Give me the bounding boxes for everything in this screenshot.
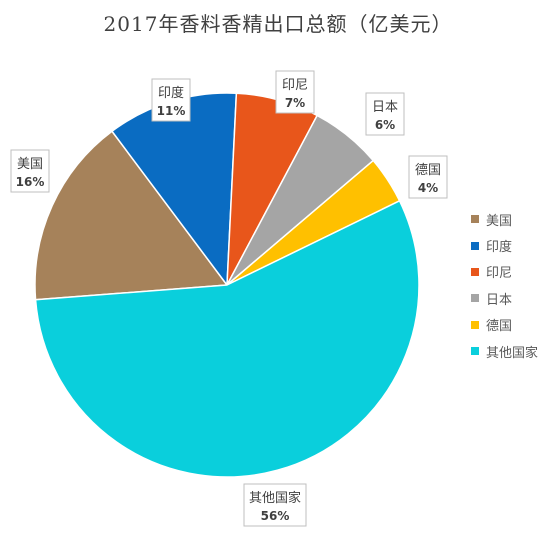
legend-label: 其他国家	[486, 345, 539, 361]
pie-slice-0	[34, 130, 229, 301]
slice-label-value: 56%	[261, 509, 290, 523]
pie-slice-5	[34, 199, 420, 478]
legend: 美国印度印尼日本德国其他国家	[471, 206, 538, 364]
slice-label-3: 日本 6%	[365, 92, 405, 136]
chart-title: 2017年香料香精出口总额（亿美元）	[103, 12, 453, 36]
slice-label-box	[408, 155, 448, 199]
legend-label: 印尼	[486, 266, 513, 282]
slice-label-name: 日本	[372, 100, 398, 115]
legend-item-2: 印尼	[471, 259, 538, 285]
legend-item-3: 日本	[471, 285, 538, 311]
legend-swatch	[471, 294, 479, 303]
legend-swatch	[471, 320, 479, 329]
slice-label-value: 11%	[157, 104, 186, 118]
legend-label: 美国	[486, 213, 513, 229]
legend-swatch	[471, 267, 479, 276]
slice-label-box	[243, 483, 307, 527]
slice-label-name: 美国	[17, 157, 43, 172]
legend-item-1: 印度	[471, 232, 538, 258]
slice-label-box	[10, 149, 50, 193]
slice-label-box	[275, 70, 315, 114]
legend-swatch	[471, 241, 479, 250]
slice-label-value: 16%	[16, 175, 45, 189]
pie-labels: 美国 16% 印度 11% 印尼 7% 日本 6% 德国 4% 其他国家 56%	[10, 70, 448, 527]
slice-label-2: 印尼 7%	[275, 70, 315, 114]
slice-label-name: 德国	[415, 163, 441, 178]
slice-label-value: 6%	[375, 118, 395, 132]
slice-label-name: 印尼	[282, 78, 308, 93]
legend-label: 印度	[486, 240, 513, 256]
slice-label-name: 印度	[158, 85, 184, 101]
legend-item-5: 其他国家	[471, 338, 538, 364]
legend-item-0: 美国	[471, 206, 538, 232]
slice-label-4: 德国 4%	[408, 155, 448, 199]
slice-label-0: 美国 16%	[10, 149, 50, 193]
slice-label-value: 7%	[285, 96, 305, 110]
slice-label-value: 4%	[418, 181, 438, 195]
slice-label-box	[151, 78, 191, 122]
slice-label-box	[365, 92, 405, 136]
legend-label: 德国	[486, 319, 513, 335]
legend-swatch	[471, 215, 479, 224]
legend-label: 日本	[486, 292, 513, 308]
legend-swatch	[471, 347, 479, 356]
legend-item-4: 德国	[471, 312, 538, 338]
pie-slices	[34, 92, 420, 478]
slice-label-name: 其他国家	[249, 490, 301, 506]
slice-label-1: 印度 11%	[151, 78, 191, 122]
slice-label-5: 其他国家 56%	[243, 483, 307, 527]
